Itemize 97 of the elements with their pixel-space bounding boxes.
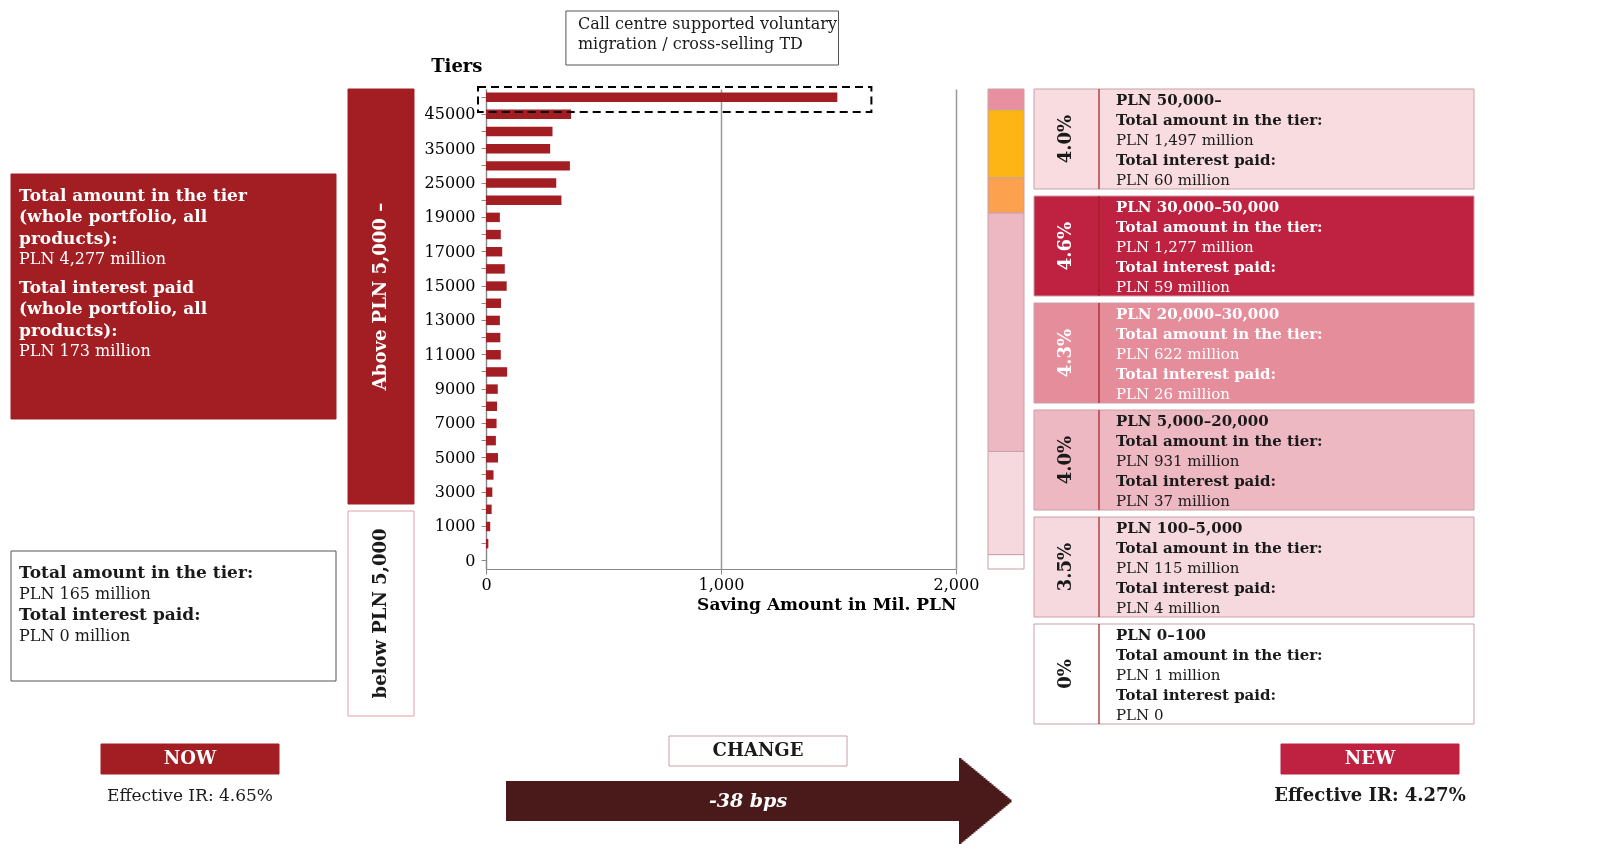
text: PLN 115 million bbox=[1116, 559, 1240, 577]
bar bbox=[486, 298, 502, 308]
text: Total amount in the tier: bbox=[1116, 218, 1323, 236]
text: Total amount in the tier: bbox=[1116, 646, 1323, 664]
bar bbox=[486, 281, 507, 291]
y-tick-label: 1000 bbox=[434, 516, 476, 536]
x-axis-title: Saving Amount in Mil. PLN bbox=[697, 593, 957, 614]
text: 4.6% bbox=[1054, 221, 1075, 271]
text: PLN 0 million bbox=[19, 626, 131, 645]
bar bbox=[486, 247, 503, 257]
text: PLN 4 million bbox=[1116, 599, 1221, 617]
bar bbox=[486, 178, 557, 188]
text: Above PLN 5,000 – bbox=[369, 202, 390, 392]
text: 0% bbox=[1054, 659, 1075, 689]
text: Total amount in the tier: bbox=[1116, 432, 1323, 450]
text: Total amount in the tier: bbox=[19, 562, 254, 582]
bar bbox=[486, 487, 493, 497]
bar bbox=[486, 367, 508, 377]
text: 4.3% bbox=[1054, 328, 1075, 378]
text: PLN 1,277 million bbox=[1116, 238, 1255, 256]
y-tick-label: 45000 bbox=[424, 104, 476, 124]
text: PLN 622 million bbox=[1116, 345, 1240, 363]
text: PLN 165 million bbox=[19, 584, 151, 603]
text: -38 bps bbox=[708, 789, 788, 811]
bar bbox=[486, 161, 570, 171]
text: PLN 37 million bbox=[1116, 492, 1231, 510]
text: PLN 26 million bbox=[1116, 385, 1231, 403]
text: Total interest paid: bbox=[1116, 365, 1277, 383]
bar bbox=[486, 264, 505, 274]
text: Total interest paid: bbox=[1116, 686, 1277, 704]
text: PLN 5,000–20,000 bbox=[1116, 412, 1269, 430]
bar bbox=[486, 229, 501, 240]
text: Total interest paid: bbox=[1116, 579, 1277, 597]
bar bbox=[486, 195, 562, 205]
y-tick-label: 9000 bbox=[434, 379, 476, 399]
text: 4.0% bbox=[1054, 435, 1075, 485]
bar bbox=[486, 504, 492, 515]
y-tick-label: 35000 bbox=[424, 138, 476, 158]
x-tick-label: 2,000 bbox=[933, 574, 980, 594]
text: PLN 0 bbox=[1116, 706, 1164, 724]
y-tick-label: 0 bbox=[465, 550, 476, 570]
bar bbox=[486, 350, 501, 360]
text: PLN 1,497 million bbox=[1116, 131, 1255, 149]
text: PLN 173 million bbox=[19, 341, 151, 360]
text: 4.0% bbox=[1054, 114, 1075, 164]
x-tick-label: 0 bbox=[481, 574, 492, 594]
text: Total amount in the tier (whole portfolio, all products): bbox=[19, 185, 248, 248]
bar bbox=[486, 435, 496, 446]
y-tick-label: 11000 bbox=[424, 344, 476, 364]
text: PLN 60 million bbox=[1116, 171, 1231, 189]
bar bbox=[486, 453, 498, 463]
text: PLN 59 million bbox=[1116, 278, 1231, 296]
y-tick-label: 3000 bbox=[434, 482, 476, 502]
y-tick-label: 25000 bbox=[424, 173, 476, 193]
bar bbox=[486, 143, 551, 154]
text: PLN 4,277 million bbox=[19, 249, 166, 268]
y-tick-label: 17000 bbox=[424, 241, 476, 261]
bar bbox=[486, 332, 501, 343]
text: Call centre supported voluntary migration / cross-selling TD bbox=[577, 14, 837, 53]
text: Total interest paid (whole portfolio, all products): bbox=[19, 277, 208, 340]
text: PLN 50,000– bbox=[1116, 91, 1222, 109]
bar bbox=[486, 212, 500, 223]
text: Total amount in the tier: bbox=[1116, 111, 1323, 129]
text: Total interest paid: bbox=[19, 604, 201, 624]
y-tick-label: 5000 bbox=[434, 447, 476, 467]
y-tick-label: 15000 bbox=[424, 276, 476, 296]
text: below PLN 5,000 bbox=[369, 528, 390, 699]
text: PLN 30,000–50,000 bbox=[1116, 198, 1280, 216]
bar bbox=[486, 521, 491, 532]
text: PLN 100–5,000 bbox=[1116, 519, 1243, 537]
text: Total interest paid: bbox=[1116, 151, 1277, 169]
text: 3.5% bbox=[1054, 542, 1075, 592]
bar bbox=[486, 418, 497, 429]
text: NOW bbox=[163, 747, 217, 768]
bar bbox=[486, 126, 553, 137]
y-tick-label: 13000 bbox=[424, 310, 476, 330]
bar bbox=[486, 401, 498, 411]
bar bbox=[486, 384, 498, 394]
text: PLN 20,000–30,000 bbox=[1116, 305, 1280, 323]
bar bbox=[486, 470, 494, 480]
text: Total amount in the tier: bbox=[1116, 325, 1323, 343]
bar bbox=[486, 92, 838, 102]
text: Total interest paid: bbox=[1116, 258, 1277, 276]
text: PLN 1 million bbox=[1116, 666, 1221, 684]
text: PLN 0–100 bbox=[1116, 626, 1207, 644]
text: Total amount in the tier: bbox=[1116, 539, 1323, 557]
text: Total interest paid: bbox=[1116, 472, 1277, 490]
y-axis-title: Tiers bbox=[431, 54, 483, 76]
y-tick-label: 7000 bbox=[434, 413, 476, 433]
y-tick-label: 19000 bbox=[424, 207, 476, 227]
text: PLN 931 million bbox=[1116, 452, 1240, 470]
text: NEW bbox=[1344, 747, 1396, 768]
text: Effective IR: 4.65% bbox=[106, 785, 274, 805]
bar bbox=[486, 315, 500, 326]
text: Effective IR: 4.27% bbox=[1274, 784, 1466, 805]
x-tick-label: 1,000 bbox=[698, 574, 745, 594]
text: CHANGE bbox=[712, 739, 804, 760]
